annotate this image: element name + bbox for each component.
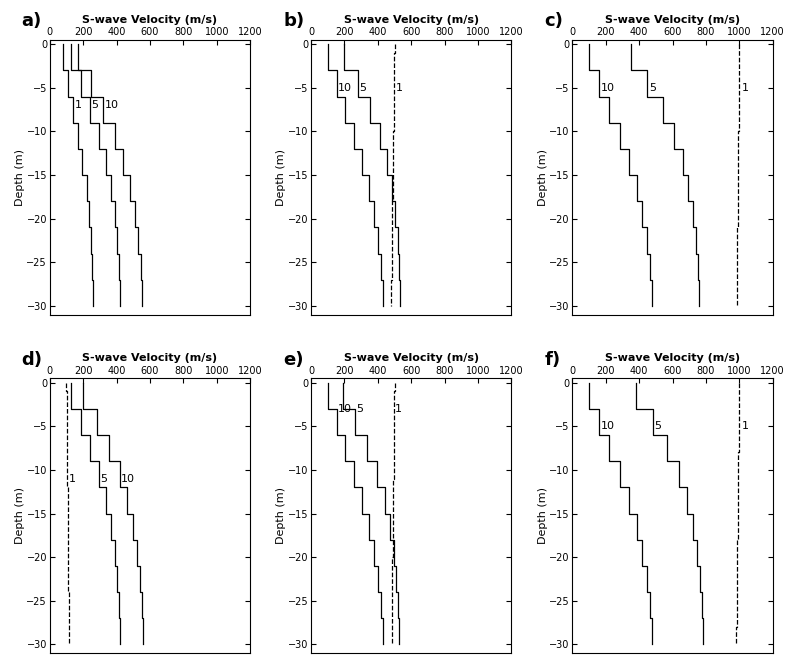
Text: 1: 1 xyxy=(395,83,402,93)
Text: d): d) xyxy=(22,351,42,369)
Text: 5: 5 xyxy=(649,83,656,93)
Y-axis label: Depth (m): Depth (m) xyxy=(538,487,547,544)
Text: 10: 10 xyxy=(122,474,135,484)
Text: a): a) xyxy=(22,13,42,31)
Text: 10: 10 xyxy=(338,404,352,414)
X-axis label: S-wave Velocity (m/s): S-wave Velocity (m/s) xyxy=(344,15,479,25)
X-axis label: S-wave Velocity (m/s): S-wave Velocity (m/s) xyxy=(82,15,218,25)
Y-axis label: Depth (m): Depth (m) xyxy=(276,149,286,206)
Text: 10: 10 xyxy=(105,100,118,110)
X-axis label: S-wave Velocity (m/s): S-wave Velocity (m/s) xyxy=(605,15,740,25)
Text: 1: 1 xyxy=(742,422,748,432)
Text: 5: 5 xyxy=(359,83,366,93)
Text: b): b) xyxy=(283,13,304,31)
Text: c): c) xyxy=(544,13,563,31)
Text: 5: 5 xyxy=(100,474,107,484)
Text: 5: 5 xyxy=(356,404,363,414)
X-axis label: S-wave Velocity (m/s): S-wave Velocity (m/s) xyxy=(605,353,740,363)
X-axis label: S-wave Velocity (m/s): S-wave Velocity (m/s) xyxy=(82,353,218,363)
Y-axis label: Depth (m): Depth (m) xyxy=(276,487,286,544)
Text: 5: 5 xyxy=(91,100,98,110)
Text: 1: 1 xyxy=(74,100,82,110)
Text: 1: 1 xyxy=(69,474,76,484)
Text: 1: 1 xyxy=(395,404,402,414)
Text: f): f) xyxy=(544,351,561,369)
Text: e): e) xyxy=(283,351,303,369)
Text: 1: 1 xyxy=(742,83,749,93)
Text: 10: 10 xyxy=(338,83,352,93)
Y-axis label: Depth (m): Depth (m) xyxy=(15,487,25,544)
Y-axis label: Depth (m): Depth (m) xyxy=(15,149,25,206)
Text: 10: 10 xyxy=(601,422,614,432)
Y-axis label: Depth (m): Depth (m) xyxy=(538,149,547,206)
Text: 5: 5 xyxy=(654,422,661,432)
X-axis label: S-wave Velocity (m/s): S-wave Velocity (m/s) xyxy=(344,353,479,363)
Text: 10: 10 xyxy=(601,83,614,93)
